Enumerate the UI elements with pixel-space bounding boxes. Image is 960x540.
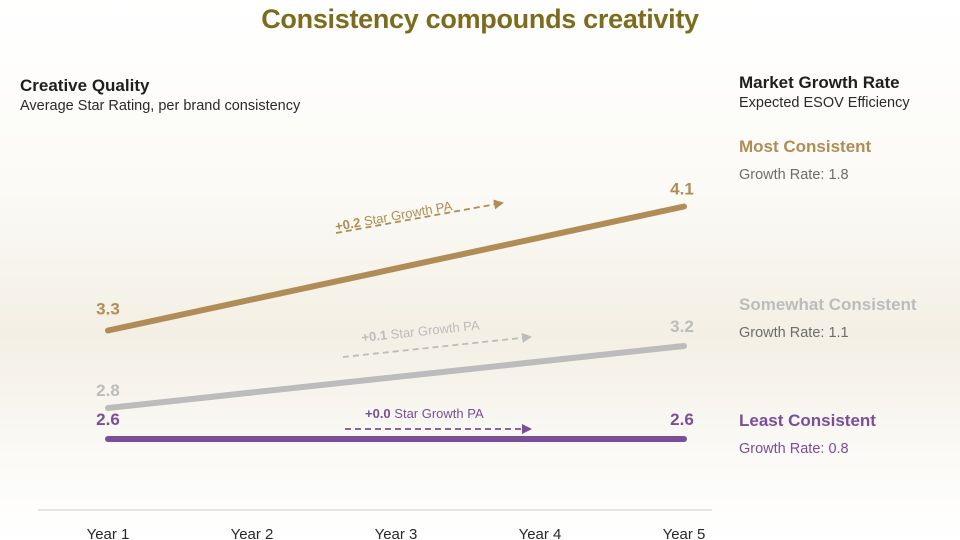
legend-series-name: Most Consistent: [739, 137, 872, 156]
growth-arrow: [342, 332, 532, 358]
y-axis-header: Creative Quality Average Star Rating, pe…: [20, 76, 300, 116]
legend-header-subtitle: Expected ESOV Efficiency: [739, 95, 910, 111]
legend-header: Market Growth Rate Expected ESOV Efficie…: [739, 73, 910, 113]
legend-header-title: Market Growth Rate: [739, 73, 900, 92]
legend-somewhat-consistent: Somewhat Consistent Growth Rate: 1.1: [739, 295, 917, 343]
growth-annotation-value: +0.0: [365, 406, 394, 421]
data-label-end: 4.1: [670, 180, 694, 199]
growth-annotation-text: Star Growth PA: [390, 317, 481, 341]
x-tick-label: Year 5: [663, 526, 706, 540]
x-tick-label: Year 2: [231, 526, 274, 540]
growth-annotation: +0.0 Star Growth PA: [365, 406, 484, 421]
growth-annotation-value: +0.1: [361, 327, 392, 345]
legend-series-name: Least Consistent: [739, 411, 876, 430]
growth-arrow: [335, 199, 504, 234]
growth-annotation-text: Star Growth PA: [363, 198, 454, 229]
growth-annotation-value: +0.2: [334, 214, 365, 234]
legend-least-consistent: Least Consistent Growth Rate: 0.8: [739, 411, 876, 459]
data-label-start: 2.6: [96, 410, 120, 429]
data-label-end: 3.2: [670, 317, 694, 336]
series-line-gold: [105, 203, 687, 334]
legend-growth-rate: Growth Rate: 1.8: [739, 167, 849, 183]
legend-most-consistent: Most Consistent Growth Rate: 1.8: [739, 137, 871, 185]
x-tick-label: Year 1: [87, 526, 130, 540]
growth-annotation: +0.1 Star Growth PA: [361, 317, 481, 345]
series-line-gray: [105, 343, 687, 411]
y-axis-title: Creative Quality: [20, 76, 150, 95]
legend-growth-rate: Growth Rate: 1.1: [739, 325, 849, 341]
x-tick-label: Year 3: [375, 526, 418, 540]
legend-growth-rate: Growth Rate: 0.8: [739, 441, 849, 457]
data-label-start: 2.8: [96, 381, 120, 400]
x-tick-label: Year 4: [519, 526, 562, 540]
chart-title: Consistency compounds creativity: [261, 4, 699, 34]
growth-annotation-text: Star Growth PA: [394, 406, 484, 421]
data-label-end: 2.6: [670, 410, 694, 429]
data-label-start: 3.3: [96, 300, 120, 319]
legend-series-name: Somewhat Consistent: [739, 295, 917, 314]
growth-annotation: +0.2 Star Growth PA: [334, 198, 454, 234]
y-axis-subtitle: Average Star Rating, per brand consisten…: [20, 98, 301, 114]
